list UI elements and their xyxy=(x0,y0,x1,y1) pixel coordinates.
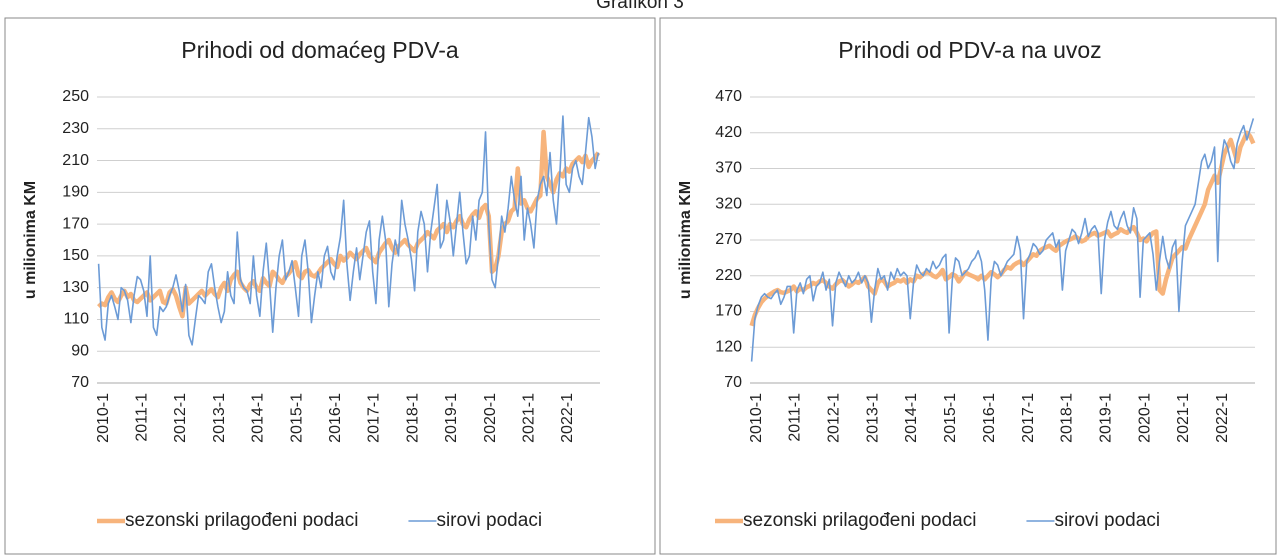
legend-label: sezonski prilagođeni podaci xyxy=(125,510,358,531)
y-tick-label: 170 xyxy=(715,303,742,320)
legend-label: sirovi podaci xyxy=(436,510,542,531)
y-tick-label: 70 xyxy=(724,374,742,391)
x-tick-label: 2010-1 xyxy=(748,393,765,443)
x-tick-label: 2014-1 xyxy=(250,393,267,443)
y-tick-label: 220 xyxy=(715,267,742,284)
y-axis-label: u milionima KM xyxy=(677,181,694,299)
y-tick-label: 110 xyxy=(63,311,89,328)
y-axis-label: u milionima KM xyxy=(22,181,39,299)
y-tick-label: 70 xyxy=(71,374,89,391)
y-tick-label: 90 xyxy=(71,342,89,359)
y-tick-label: 270 xyxy=(715,231,742,248)
panel-border xyxy=(659,17,1277,555)
x-tick-label: 2018-1 xyxy=(404,393,421,443)
y-tick-label: 470 xyxy=(715,88,742,105)
legend-label: sirovi podaci xyxy=(1054,510,1160,531)
x-tick-label: 2015-1 xyxy=(942,393,959,443)
x-tick-label: 2019-1 xyxy=(1097,393,1114,443)
x-tick-label: 2021-1 xyxy=(1175,393,1192,443)
y-tick-label: 120 xyxy=(715,338,742,355)
x-tick-label: 2016-1 xyxy=(981,393,998,443)
y-tick-label: 420 xyxy=(715,124,742,141)
x-tick-label: 2020-1 xyxy=(482,393,499,443)
x-tick-label: 2019-1 xyxy=(443,393,460,443)
y-tick-label: 230 xyxy=(62,120,89,137)
y-tick-label: 210 xyxy=(62,152,89,169)
y-tick-label: 320 xyxy=(715,195,742,212)
x-tick-label: 2010-1 xyxy=(95,393,112,443)
panel-border xyxy=(4,17,656,555)
y-tick-label: 250 xyxy=(62,88,89,105)
y-tick-label: 370 xyxy=(715,160,742,177)
y-tick-label: 130 xyxy=(62,279,89,296)
x-tick-label: 2016-1 xyxy=(327,393,344,443)
x-tick-label: 2013-1 xyxy=(864,393,881,443)
x-tick-label: 2022-1 xyxy=(1214,393,1231,443)
x-tick-label: 2018-1 xyxy=(1059,393,1076,443)
x-tick-label: 2015-1 xyxy=(288,393,305,443)
x-tick-label: 2013-1 xyxy=(211,393,228,443)
x-tick-label: 2011-1 xyxy=(787,393,804,442)
x-tick-label: 2012-1 xyxy=(172,393,189,443)
x-tick-label: 2021-1 xyxy=(520,393,537,443)
data-line xyxy=(97,115,600,346)
y-tick-label: 190 xyxy=(62,184,89,201)
y-tick-label: 170 xyxy=(62,215,89,232)
y-tick-label: 150 xyxy=(62,247,89,264)
x-tick-label: 2022-1 xyxy=(559,393,576,443)
x-tick-label: 2017-1 xyxy=(366,393,383,443)
legend-label: sezonski prilagođeni podaci xyxy=(743,510,976,531)
page-title: Grafikon 3 xyxy=(596,0,684,13)
x-tick-label: 2012-1 xyxy=(826,393,843,443)
x-tick-label: 2017-1 xyxy=(1020,393,1037,443)
x-tick-label: 2014-1 xyxy=(903,393,920,443)
x-tick-label: 2011-1 xyxy=(134,393,151,442)
chart-title: Prihodi od domaćeg PDV-a xyxy=(181,37,459,63)
chart-title: Prihodi od PDV-a na uvoz xyxy=(838,37,1101,63)
data-line xyxy=(750,118,1255,362)
x-tick-label: 2020-1 xyxy=(1136,393,1153,443)
